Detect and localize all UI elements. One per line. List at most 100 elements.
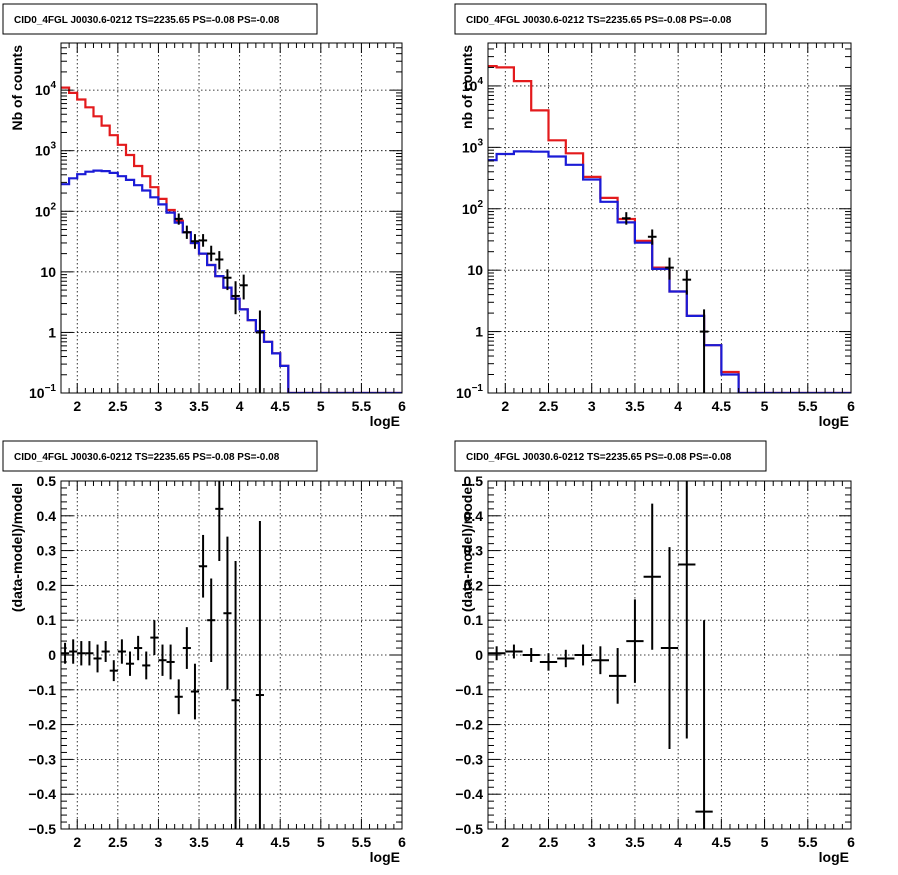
data-point [190, 234, 200, 249]
y-tick-exponent: 3 [477, 137, 483, 148]
plot-frame [487, 42, 852, 394]
x-tick-label: 6 [398, 398, 406, 414]
data-point [223, 269, 232, 291]
y-tick-label: −0.3 [28, 751, 56, 767]
x-axis-title: logE [370, 413, 400, 429]
chart-title: CID0_4FGL J0030.6-0212 TS=2235.65 PS=-0.… [14, 15, 280, 26]
chart-panel-bottom-right: CID0_4FGL J0030.6-0212 TS=2235.65 PS=-0.… [454, 440, 855, 865]
chart-panel-top-left: CID0_4FGL J0030.6-0212 TS=2235.65 PS=-0.… [2, 3, 406, 429]
y-tick-exponent: −1 [45, 383, 57, 394]
data-point [539, 653, 558, 671]
x-tick-label: 4 [674, 834, 682, 850]
y-axis-title: Nb of counts [9, 45, 25, 131]
y-tick-label: 0.3 [464, 543, 484, 559]
y-tick-label: 10 [467, 262, 483, 278]
x-tick-label: 2.5 [539, 834, 559, 850]
x-axis-title: logE [370, 849, 400, 865]
data-point [215, 251, 224, 270]
x-tick-label: 3.5 [189, 834, 209, 850]
y-tick-label: 0 [48, 647, 56, 663]
data-point [678, 481, 696, 739]
y-tick-label: 10−1 [456, 383, 483, 401]
data-point [125, 651, 135, 676]
data-point [85, 641, 94, 666]
x-tick-label: 2 [501, 398, 509, 414]
y-tick-label: 0.1 [464, 612, 484, 628]
y-tick-label: −0.2 [28, 717, 56, 733]
data-point [207, 245, 216, 262]
plot-area [488, 65, 851, 393]
y-tick-label: 0 [475, 647, 483, 663]
y-tick-exponent: 4 [50, 80, 56, 91]
data-point [134, 635, 143, 661]
x-tick-label: 5.5 [798, 834, 818, 850]
x-tick-label: 4.5 [712, 834, 732, 850]
data-point [190, 663, 200, 720]
y-tick-label: 10−1 [29, 383, 56, 401]
x-tick-label: 3 [588, 834, 596, 850]
model-source-line [488, 150, 851, 393]
y-tick-label: −0.4 [28, 786, 56, 802]
y-tick-label: −0.4 [455, 786, 483, 802]
y-tick-label: 103 [35, 141, 57, 159]
x-tick-label: 6 [398, 834, 406, 850]
x-tick-label: 2 [501, 834, 509, 850]
x-tick-label: 3.5 [189, 398, 209, 414]
y-tick-label: −0.1 [455, 682, 483, 698]
data-point [505, 644, 523, 659]
chart-title-box [2, 440, 318, 472]
x-tick-label: 4.5 [270, 398, 290, 414]
data-point [199, 534, 208, 598]
y-tick-exponent: 4 [477, 76, 483, 87]
data-point [199, 234, 208, 247]
x-tick-label: 2.5 [108, 398, 128, 414]
y-axis-title: (data-model)/model [9, 483, 25, 612]
data-point [626, 599, 644, 683]
chart-title: CID0_4FGL J0030.6-0212 TS=2235.65 PS=-0.… [466, 15, 732, 26]
data-point [699, 309, 709, 393]
data-point [77, 641, 86, 666]
plot-area [488, 481, 713, 829]
x-tick-label: 5 [761, 834, 769, 850]
data-point [682, 270, 692, 295]
x-tick-label: 3.5 [625, 834, 645, 850]
y-tick-exponent: 2 [477, 199, 483, 210]
x-tick-label: 5 [761, 398, 769, 414]
x-axis-title: logE [819, 413, 849, 429]
chart-title: CID0_4FGL J0030.6-0212 TS=2235.65 PS=-0.… [466, 452, 732, 463]
data-point [255, 310, 264, 393]
chart-panel-bottom-left: CID0_4FGL J0030.6-0212 TS=2235.65 PS=-0.… [2, 440, 406, 865]
data-point [488, 646, 506, 661]
data-point [182, 225, 191, 239]
y-tick-exponent: 2 [50, 201, 56, 212]
data-point [621, 212, 631, 225]
y-tick-exponent: 3 [50, 141, 56, 152]
data-point [647, 229, 657, 245]
y-tick-label: 0.1 [37, 612, 57, 628]
data-point [231, 281, 240, 315]
data-point [174, 213, 183, 225]
y-tick-label: −0.2 [455, 717, 483, 733]
data-point [69, 639, 78, 664]
x-tick-label: 5.5 [352, 398, 372, 414]
y-tick-label: 102 [35, 201, 57, 219]
y-tick-label: −0.5 [28, 821, 56, 837]
y-tick-label: −0.3 [455, 751, 483, 767]
y-tick-label: 0.2 [464, 577, 484, 593]
x-tick-label: 4 [674, 398, 682, 414]
data-point [643, 503, 661, 650]
x-tick-label: 2 [73, 834, 81, 850]
plot-area [61, 481, 264, 829]
y-tick-label: 0.4 [37, 508, 57, 524]
y-tick-label: 1 [475, 324, 483, 340]
data-point [665, 257, 674, 280]
plot-area [61, 86, 402, 393]
chart-title-box [454, 3, 767, 35]
model-total-line [61, 86, 402, 393]
x-tick-label: 2.5 [539, 398, 559, 414]
y-tick-label: 0.5 [464, 473, 484, 489]
data-point [255, 521, 264, 829]
x-tick-label: 2.5 [108, 834, 128, 850]
y-tick-label: 102 [462, 199, 484, 217]
